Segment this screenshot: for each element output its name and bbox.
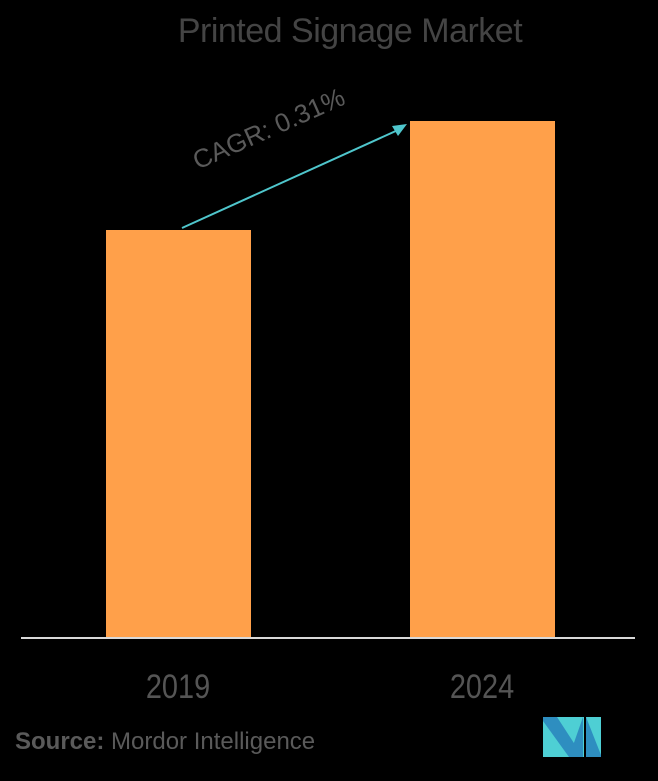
source-name: Mordor Intelligence — [111, 728, 316, 755]
source-label: Source: — [15, 728, 105, 755]
x-label-2024: 2024 — [449, 668, 515, 706]
x-label-2019: 2019 — [145, 668, 211, 706]
source-credit: Source: Mordor Intelligence — [15, 728, 315, 756]
bar-2024 — [410, 121, 555, 638]
chart-title: Printed Signage Market — [177, 12, 523, 50]
mordor-logo-icon — [543, 717, 601, 757]
bar-2019 — [106, 230, 251, 638]
x-axis-line — [21, 637, 635, 639]
